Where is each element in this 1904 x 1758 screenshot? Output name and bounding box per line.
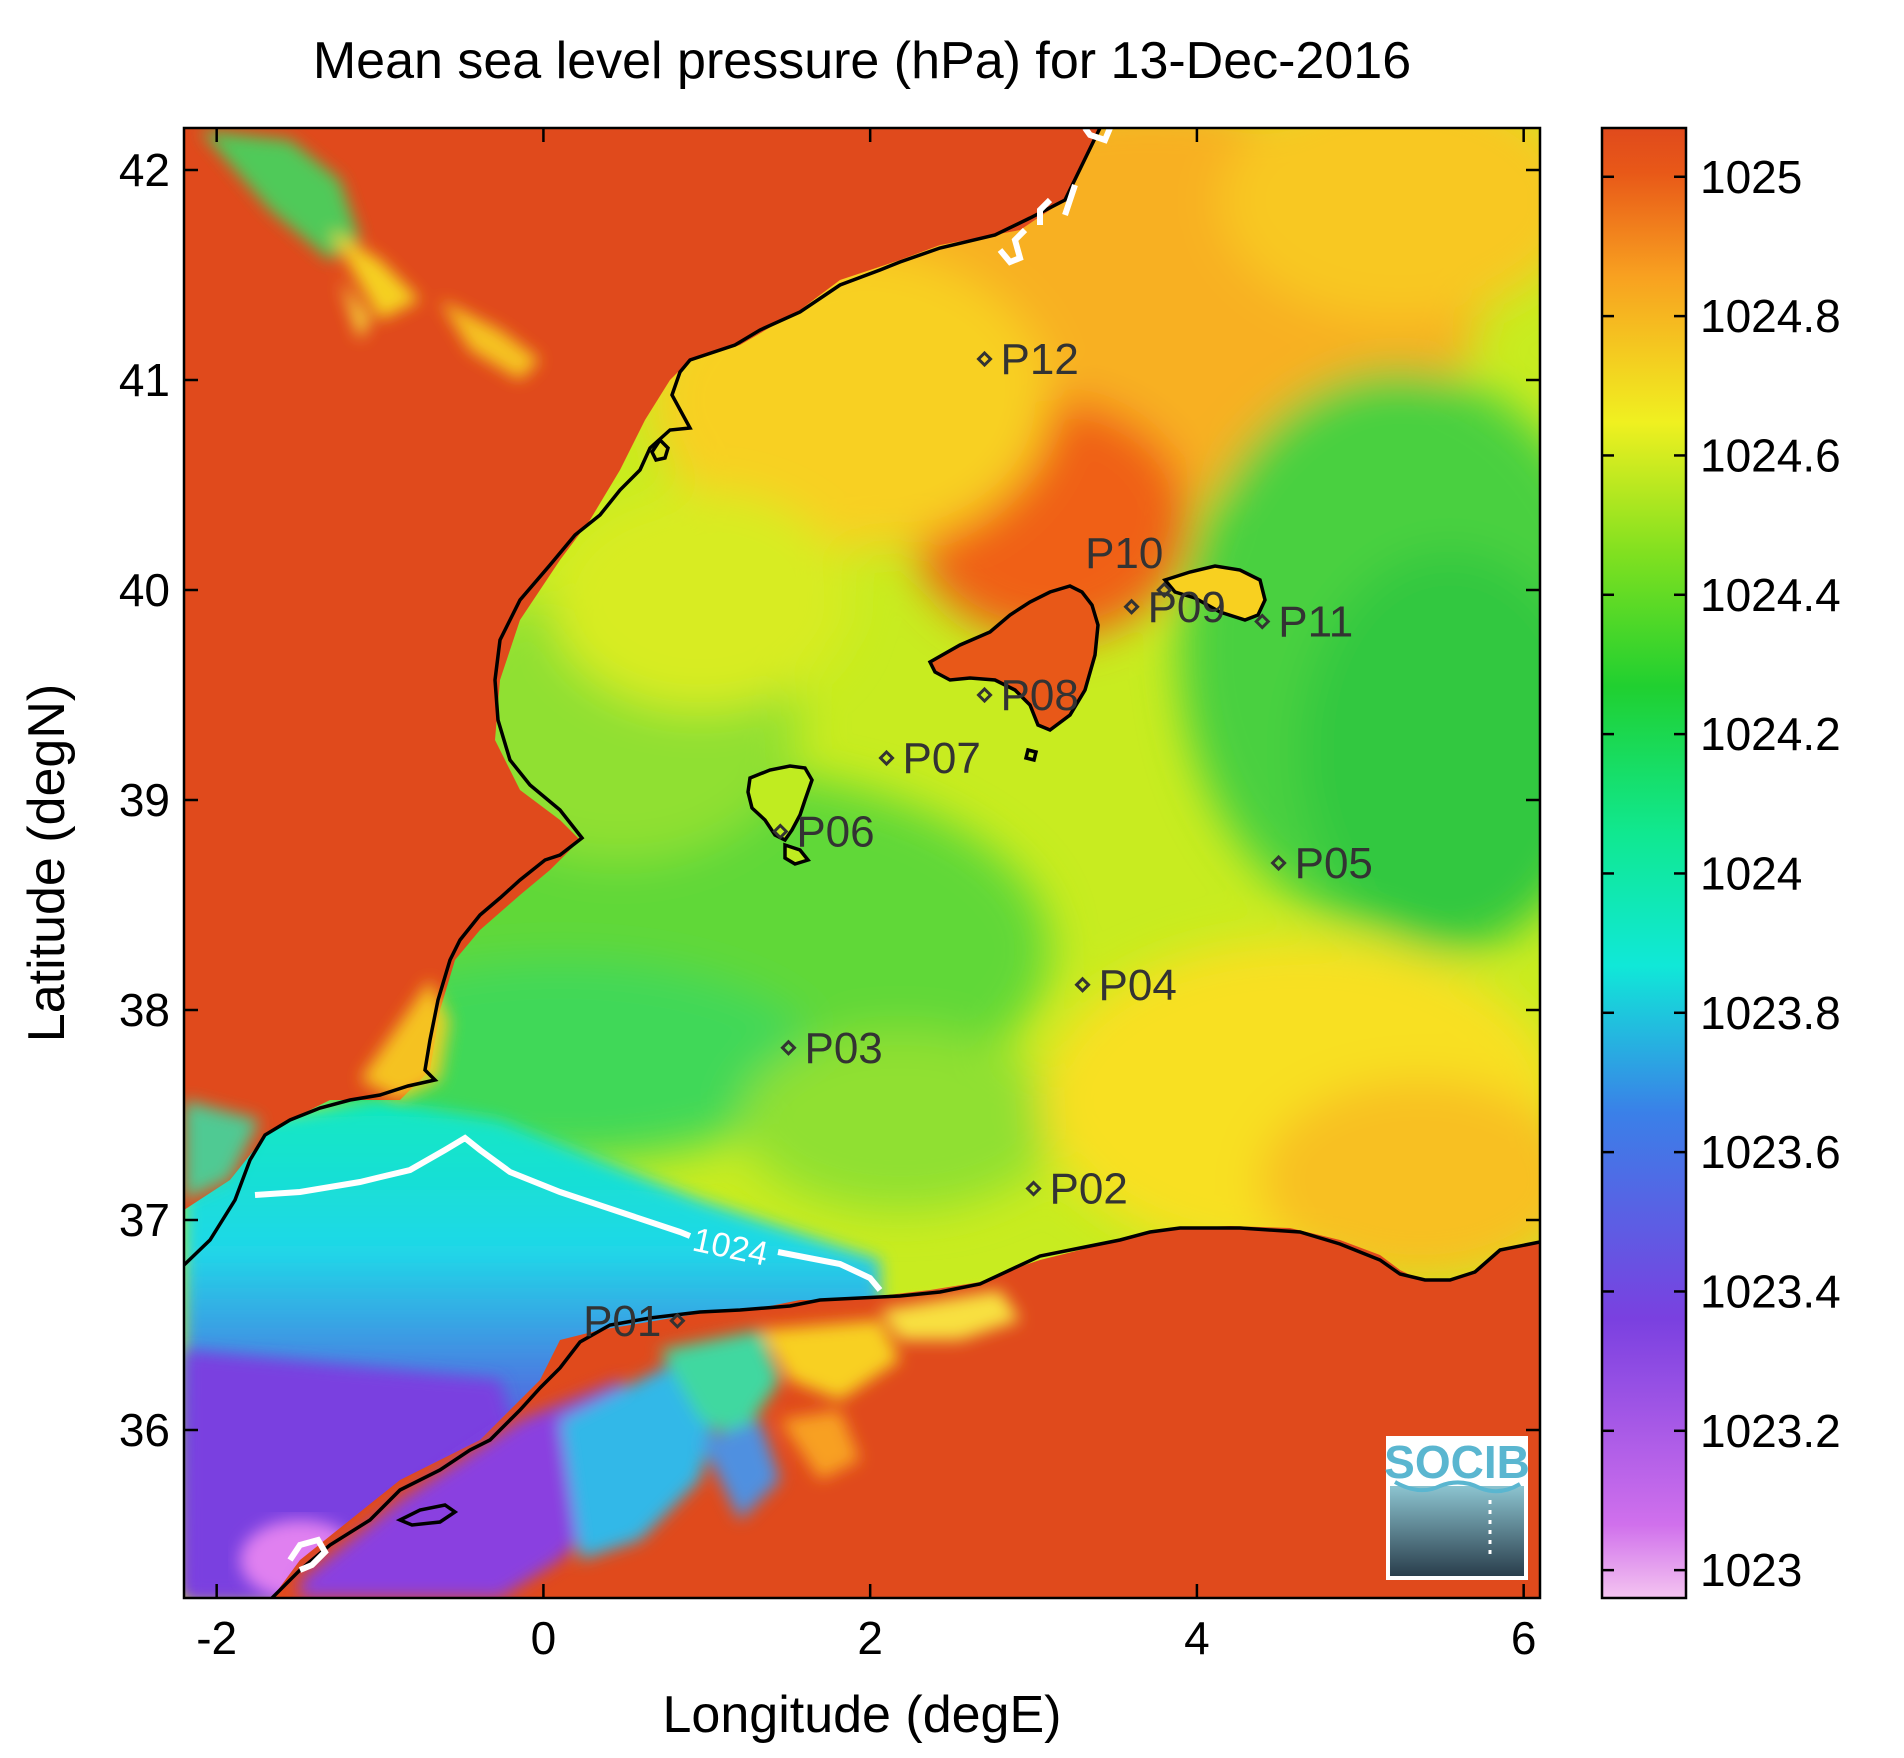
socib-logo-icon — [1394, 1480, 1522, 1494]
x-tick-label: -2 — [196, 1612, 237, 1664]
y-tick-label: 37 — [119, 1194, 170, 1246]
station-p10: P10 — [1085, 529, 1173, 599]
colorbar-ticks: 1023 1023.2 1023.4 1023.6 1023.8 1024 1024.2 10… — [1602, 151, 1841, 1596]
station-label: P04 — [1099, 961, 1177, 1010]
station-marker-icon — [1123, 598, 1140, 615]
y-tick-label: 42 — [119, 144, 170, 196]
station-label: P08 — [1001, 671, 1079, 720]
station-label: P06 — [796, 808, 874, 857]
station-label: P07 — [903, 734, 981, 783]
y-tick-label: 38 — [119, 984, 170, 1036]
station-marker-icon — [669, 1312, 686, 1329]
station-marker-icon — [1254, 613, 1271, 630]
station-label: P10 — [1085, 529, 1163, 578]
station-p02: P02 — [1025, 1165, 1128, 1214]
station-marker-icon — [1270, 854, 1287, 872]
colorbar: 1023 1023.2 1023.4 1023.6 1023.8 1024 1024.2 10… — [1600, 126, 1841, 1600]
socib-logo: SOCIB — [1384, 1436, 1530, 1580]
x-tick-label: 4 — [1184, 1612, 1210, 1664]
y-tick-label: 41 — [119, 354, 170, 406]
station-label: P05 — [1295, 839, 1373, 888]
station-p11: P11 — [1254, 598, 1353, 647]
station-p05: P05 — [1270, 839, 1373, 888]
mallorca-island — [930, 586, 1098, 730]
iberia-land — [184, 128, 1100, 1210]
station-marker-icon — [1074, 976, 1091, 993]
y-axis: 36 37 38 39 40 41 42 — [119, 144, 1540, 1456]
colorbar-tick-label: 1023.6 — [1700, 1126, 1841, 1178]
station-label: P12 — [1001, 335, 1079, 384]
chart-title: Mean sea level pressure (hPa) for 13-Dec… — [313, 32, 1411, 90]
contour-1024 — [254, 128, 1113, 1573]
colorbar-tick-label: 1023.8 — [1700, 987, 1841, 1039]
menorca-island — [1165, 566, 1265, 620]
station-marker-icon — [976, 350, 993, 368]
station-p04: P04 — [1074, 961, 1177, 1010]
colorbar-gradient — [1600, 126, 1688, 1600]
colorbar-tick-label: 1024.2 — [1700, 708, 1841, 760]
station-marker-icon — [878, 749, 895, 767]
colorbar-tick-label: 1024.8 — [1700, 290, 1841, 342]
y-tick-label: 40 — [119, 564, 170, 616]
colorbar-tick-label: 1024 — [1700, 847, 1802, 899]
station-marker-icon — [976, 686, 993, 704]
station-p08: P08 — [976, 671, 1079, 720]
station-marker-icon — [772, 823, 789, 840]
colorbar-tick-label: 1024.4 — [1700, 569, 1841, 621]
colorbar-tick-label: 1023.4 — [1700, 1265, 1841, 1317]
x-axis-label: Longitude (degE) — [663, 1686, 1062, 1744]
map-frame — [182, 126, 1542, 1600]
station-p06: P06 — [772, 808, 875, 857]
station-p12: P12 — [976, 335, 1079, 384]
x-tick-label: 0 — [531, 1612, 557, 1664]
station-label: P01 — [583, 1297, 661, 1346]
pressure-field: 1024 P01P02P03P04P05P06P07P08P09P10P11P1… — [184, 128, 1540, 1598]
y-tick-label: 36 — [119, 1404, 170, 1456]
socib-logo-text: SOCIB — [1384, 1436, 1530, 1488]
station-marker-icon — [780, 1039, 797, 1056]
station-label: P03 — [804, 1024, 882, 1073]
station-p01: P01 — [583, 1297, 686, 1346]
station-marker-icon — [1156, 581, 1173, 599]
x-axis: -2 0 2 4 6 — [196, 128, 1536, 1664]
colorbar-tick-label: 1025 — [1700, 151, 1802, 203]
colorbar-tick-label: 1024.6 — [1700, 429, 1841, 481]
coastlines — [184, 128, 1540, 1598]
station-marker-icon — [1025, 1180, 1042, 1197]
station-p07: P07 — [878, 734, 981, 783]
y-axis-label: Latitude (degN) — [18, 684, 76, 1042]
station-p03: P03 — [780, 1024, 883, 1073]
colorbar-tick-label: 1023.2 — [1700, 1405, 1841, 1457]
station-label: P02 — [1050, 1165, 1128, 1214]
x-tick-label: 2 — [857, 1612, 883, 1664]
y-tick-label: 39 — [119, 774, 170, 826]
station-label: P11 — [1278, 598, 1353, 647]
x-tick-label: 6 — [1511, 1612, 1537, 1664]
colorbar-tick-label: 1023 — [1700, 1544, 1802, 1596]
